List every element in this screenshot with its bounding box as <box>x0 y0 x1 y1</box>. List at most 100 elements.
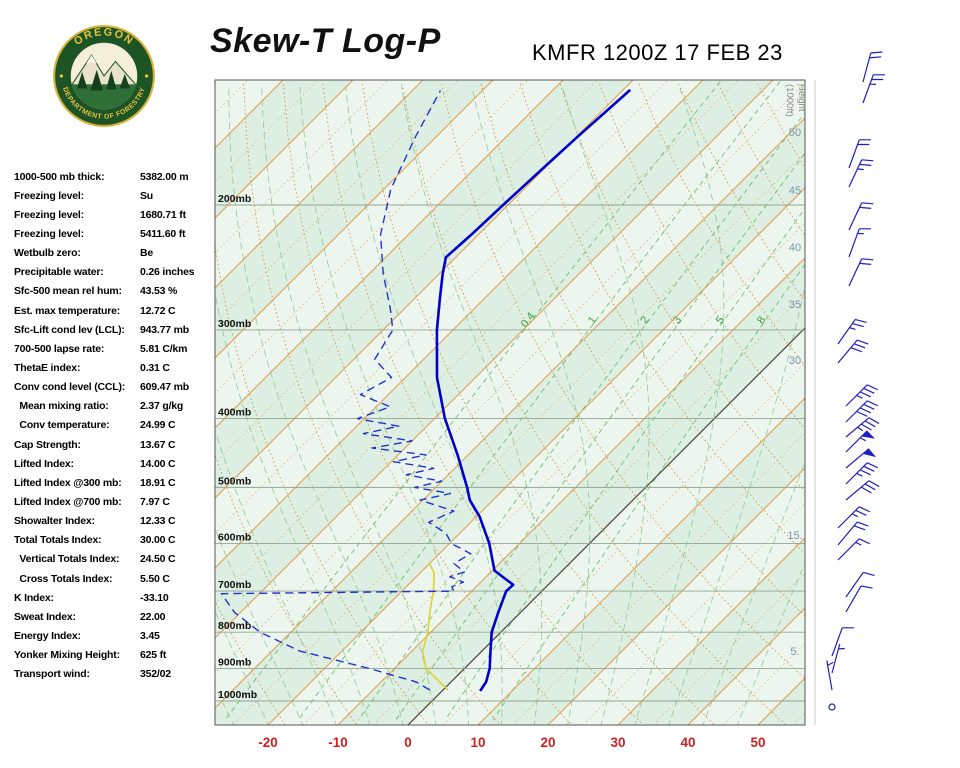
wind-barb <box>837 521 869 546</box>
stat-label: 1000-500 mb thick: <box>14 170 105 183</box>
odf-logo-svg: OREGON DEPARTMENT OF FORESTRY <box>53 25 155 127</box>
stat-row: Conv temperature: 24.99 C <box>14 416 216 435</box>
dewpoint-trace <box>220 90 472 691</box>
moist-adiabats <box>215 85 805 725</box>
logo-scene <box>70 54 138 110</box>
stat-value: 609.47 mb <box>140 381 189 394</box>
stat-label: K Index: <box>14 591 54 604</box>
wind-barb <box>848 139 871 169</box>
temp-axis-label: 30 <box>610 735 625 750</box>
stat-label: Cross Totals Index: <box>14 572 113 585</box>
stat-value: 30.00 C <box>140 534 176 547</box>
stat-label: Precipitable water: <box>14 266 104 279</box>
stat-label: Transport wind: <box>14 668 90 681</box>
stat-value: Su <box>140 189 154 202</box>
stat-value: 0.26 inches <box>140 266 195 279</box>
wind-barb <box>826 660 834 691</box>
stat-row: Cap Strength: 13.67 C <box>14 435 216 454</box>
mixing-ratio-label: 5 <box>714 314 727 326</box>
stat-label: Showalter Index: <box>14 515 95 528</box>
stat-row: Sfc-500 mean rel hum: 43.53 % <box>14 282 216 301</box>
stat-value: 5.81 C/km <box>140 342 188 355</box>
stat-label: Cap Strength: <box>14 438 81 451</box>
height-axis-title: Height <box>796 84 807 112</box>
temp-axis-label: 50 <box>750 735 765 750</box>
wind-barb <box>845 448 877 469</box>
stat-label: Vertical Totals Index: <box>14 553 120 566</box>
odf-logo: OREGON DEPARTMENT OF FORESTRY <box>52 24 156 128</box>
height-axis-units: (1000ft) <box>784 84 795 117</box>
height-label: 5. <box>790 646 799 658</box>
wind-barb <box>848 258 874 287</box>
height-label: 45 <box>789 185 801 197</box>
stat-value: 24.50 C <box>140 553 176 566</box>
logo-right-dot <box>144 74 149 78</box>
wind-barb <box>848 228 871 258</box>
stat-row: Precipitable water: 0.26 inches <box>14 263 216 282</box>
stat-value: 22.00 <box>140 610 166 623</box>
wind-barb <box>845 400 879 423</box>
height-label: 30 <box>789 355 801 367</box>
height-label: 35 <box>789 299 801 311</box>
pressure-label: 700mb <box>218 579 251 591</box>
stat-value: 12.33 C <box>140 515 176 528</box>
stat-label: ThetaE index: <box>14 361 81 374</box>
parcel-trace <box>421 563 449 691</box>
stat-value: 5382.00 m <box>140 170 189 183</box>
stat-label: 700-500 lapse rate: <box>14 342 105 355</box>
stat-label: Wetbulb zero: <box>14 247 81 260</box>
stat-value: 352/02 <box>140 668 171 681</box>
temp-axis-label: 10 <box>470 735 485 750</box>
stat-label: Conv temperature: <box>14 419 110 432</box>
temp-axis-label: 20 <box>540 735 555 750</box>
stat-value: -33.10 <box>140 591 169 604</box>
pressure-label: 900mb <box>218 657 251 669</box>
stat-label: Lifted Index @300 mb: <box>14 476 122 489</box>
stat-value: 2.37 g/kg <box>140 400 184 413</box>
wind-barb <box>831 643 845 674</box>
stat-row: Yonker Mixing Height: 625 ft <box>14 646 216 665</box>
stat-label: Freezing level: <box>14 227 84 240</box>
temperature-trace <box>435 89 631 692</box>
stat-row: Transport wind: 352/02 <box>14 665 216 684</box>
stat-value: 13.67 C <box>140 438 176 451</box>
stat-value: 43.53 % <box>140 285 178 298</box>
stat-value: 12.72 C <box>140 304 176 317</box>
stat-value: 1680.71 ft <box>140 208 186 221</box>
chart-plot-area: 0.4 1 2 3 5 8 <box>215 80 805 725</box>
stat-value: 3.45 <box>140 629 160 642</box>
wind-barb <box>845 571 875 598</box>
pressure-gridlines <box>215 204 805 702</box>
wind-barb <box>828 703 836 711</box>
stat-row: Freezing level: 1680.71 ft <box>14 205 216 224</box>
mixing-ratio-label: 8 <box>755 314 768 326</box>
height-label: 40 <box>789 242 801 254</box>
stat-label: Mean mixing ratio: <box>14 400 109 413</box>
station-id-datetime: KMFR 1200Z 17 FEB 23 <box>532 40 783 65</box>
stat-row: Sfc-Lift cond lev (LCL): 943.77 mb <box>14 320 216 339</box>
height-label: 50 <box>789 127 801 139</box>
page-title: Skew-T Log-P <box>210 22 441 60</box>
stat-value: 625 ft <box>140 649 167 662</box>
stat-value: 5411.60 ft <box>140 227 186 240</box>
stat-label: Lifted Index: <box>14 457 74 470</box>
stat-row: Freezing level: 5411.60 ft <box>14 224 216 243</box>
stat-row: Est. max temperature: 12.72 C <box>14 301 216 320</box>
stat-row: Wetbulb zero: Be <box>14 244 216 263</box>
stat-row: Lifted Index @300 mb: 18.91 C <box>14 473 216 492</box>
wind-barb <box>862 51 883 83</box>
stat-label: Freezing level: <box>14 208 84 221</box>
stat-row: 700-500 lapse rate: 5.81 C/km <box>14 339 216 358</box>
stat-label: Total Totals Index: <box>14 534 102 547</box>
stat-row: Freezing level: Su <box>14 186 216 205</box>
wind-barb <box>845 430 875 453</box>
wind-barb <box>845 417 880 438</box>
plot-border <box>214 79 806 726</box>
snow-cap-icon <box>86 55 97 64</box>
stat-row: Conv cond level (CCL): 609.47 mb <box>14 378 216 397</box>
stat-label: Conv cond level (CCL): <box>14 381 126 394</box>
wind-barb <box>845 384 879 407</box>
pressure-label: 600mb <box>218 532 251 544</box>
